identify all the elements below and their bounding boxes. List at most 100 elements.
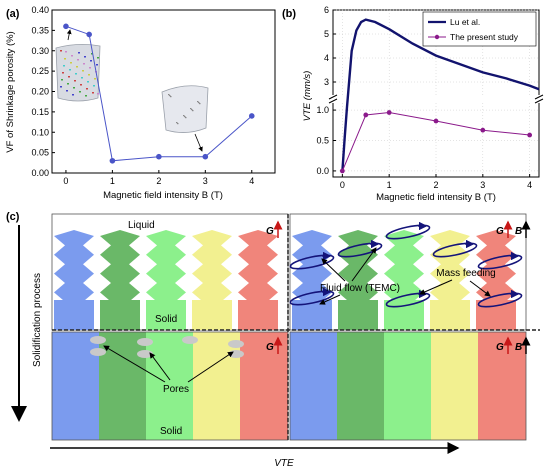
solid-column: [290, 332, 338, 440]
chart-a: 0 1 2 3 4 0.00 0.05 0.10 0.15 0.20 0.25 0.30 0.35 0.4…: [5, 5, 276, 201]
chart-a-point: [86, 31, 92, 38]
fluid-flow-arrow-2: [351, 247, 377, 282]
pore-dot: [199, 103, 201, 105]
svg-text:B: B: [515, 342, 522, 353]
pore-dot: [64, 58, 66, 60]
chart-a-ytick-label: 0.10: [31, 127, 49, 137]
pore-dot: [197, 101, 199, 103]
pore-dot: [76, 66, 78, 68]
solid-base: [146, 300, 186, 330]
axis-break-gap: [332, 95, 540, 103]
pore-dot: [97, 57, 99, 59]
solid-base: [100, 300, 140, 330]
chart-a-xtick-label: 4: [249, 176, 254, 186]
pore-dot: [169, 95, 171, 97]
chart-b-xtick-label: 1: [387, 180, 392, 190]
legend-label-lu: Lu et al.: [450, 17, 480, 27]
pore-dot: [168, 94, 170, 96]
pore-dot: [88, 74, 90, 76]
chart-a-point: [248, 113, 255, 119]
chart-a-ytick-label: 0.40: [31, 5, 49, 15]
pore-dot: [170, 96, 172, 98]
porosity-dots-low: [168, 94, 201, 125]
panel-a-label: (a): [6, 8, 20, 20]
solid-column: [99, 332, 147, 440]
svg-text:G: G: [496, 226, 504, 237]
fluid-flow-arrow-1: [321, 258, 346, 282]
inset-2-pointer-arrow: [194, 133, 203, 152]
pore-dot: [91, 53, 93, 55]
pore-dot: [177, 123, 179, 125]
chart-b-xtick-label: 2: [433, 180, 438, 190]
flow-loop: [477, 254, 523, 270]
chart-a-xtick-label: 2: [156, 176, 161, 186]
solid-base: [384, 300, 424, 330]
solid-base: [430, 300, 470, 330]
mass-feeding-arrow-1: [419, 279, 453, 295]
legend-label-present: The present study: [450, 32, 519, 42]
pore-dot: [94, 78, 96, 80]
pore-dot: [192, 110, 194, 112]
pore-dot: [69, 69, 71, 71]
chart-b-xtick-label: 3: [480, 180, 485, 190]
chart-a-ytick-label: 0.30: [31, 46, 49, 56]
chart-a-ytick-label: 0.25: [31, 66, 49, 76]
chart-b-xtick-label: 0: [340, 180, 345, 190]
pore-dot: [184, 116, 186, 118]
chart-b-ylabel: VTE (mm/s): [302, 71, 313, 122]
pores-arrow-2: [149, 352, 171, 381]
pore: [228, 340, 244, 348]
pore-dot: [185, 117, 187, 119]
pores-arrow-3: [187, 351, 234, 383]
flow-loop: [289, 290, 335, 306]
flow-loop: [337, 242, 383, 258]
pore-dot: [75, 73, 77, 75]
series-present-line: [341, 111, 530, 172]
solid-column: [240, 332, 288, 440]
legend-marker-present: [434, 34, 440, 40]
solidification-process-label: Solidification process: [32, 273, 43, 367]
pore-dot: [67, 83, 69, 85]
series-present-point: [339, 168, 345, 174]
schematic-box-bottom-right: [289, 331, 527, 441]
chart-a-point: [63, 23, 69, 30]
chart-b-legend: Lu et al. The present study: [422, 11, 537, 47]
pore-dot: [73, 87, 75, 89]
pore: [90, 348, 106, 356]
liquid-label: Liquid: [128, 220, 155, 231]
chart-a-ytick-label: 0.35: [31, 25, 49, 35]
vte-axis-label: VTE: [274, 458, 294, 469]
pore-dot: [80, 84, 82, 86]
solid-base: [476, 300, 516, 330]
svg-text:G: G: [266, 342, 274, 353]
chart-b-ytick-label: 5: [324, 29, 329, 39]
inset-1-pointer-arrow: [66, 29, 72, 41]
pore-dot: [60, 86, 62, 88]
pore-dot: [87, 81, 89, 83]
pore-dot: [65, 51, 67, 53]
chart-a-ytick-label: 0.20: [31, 87, 49, 97]
chart-a-point: [202, 153, 209, 160]
axis-break-marks: [328, 94, 544, 104]
chart-a-ticks: 0 1 2 3 4 0.00 0.05 0.10 0.15 0.20 0.25 0.30 0.35 0.4…: [31, 5, 254, 186]
solid-base: [54, 300, 94, 330]
chart-a-point: [156, 153, 162, 160]
chart-a-xtick-label: 3: [203, 176, 208, 186]
schematic-box-top-right: [289, 213, 527, 331]
pore-dot: [68, 76, 70, 78]
pore-dot: [191, 109, 193, 111]
pore-dot: [77, 59, 79, 61]
series-present-point: [363, 112, 369, 118]
porosity-dots-high: [60, 50, 99, 97]
pore-dot: [97, 93, 99, 95]
gradient-field-indicator-tr: G B: [496, 220, 531, 238]
svg-text:G: G: [266, 226, 274, 237]
chart-a-insets: [55, 29, 209, 152]
panel-b-label: (b): [282, 8, 296, 20]
chart-b-ytick-label: 1.0: [316, 105, 329, 115]
pore-dot: [90, 60, 92, 62]
pore-dot: [82, 70, 84, 72]
pore-dot: [176, 122, 178, 124]
pore-dot: [70, 62, 72, 64]
